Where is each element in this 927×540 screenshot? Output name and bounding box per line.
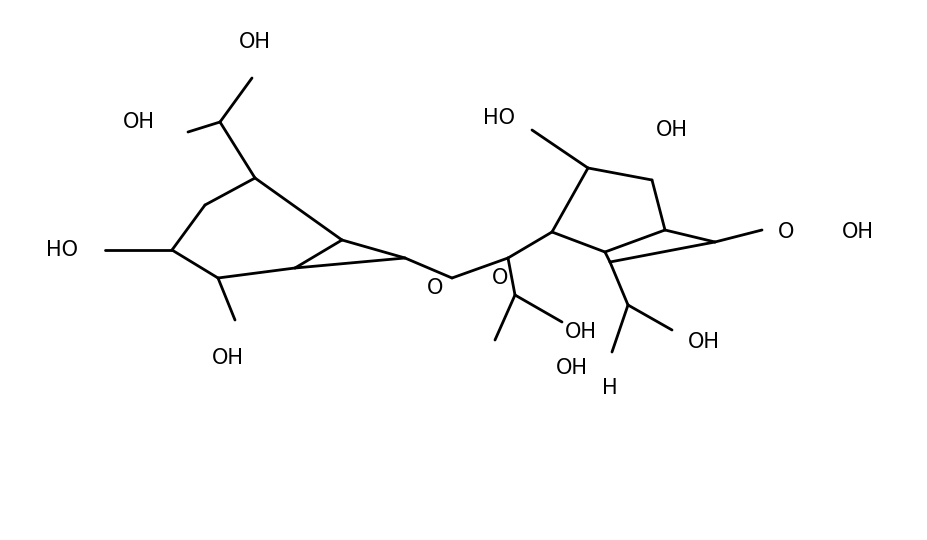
Text: OH: OH (555, 358, 588, 378)
Text: OH: OH (687, 332, 719, 352)
Text: OH: OH (841, 222, 873, 242)
Text: OH: OH (239, 32, 271, 52)
Text: OH: OH (565, 322, 596, 342)
Text: H: H (602, 378, 617, 398)
Text: OH: OH (655, 120, 687, 140)
Text: OH: OH (211, 348, 244, 368)
Text: O: O (426, 278, 443, 298)
Text: O: O (777, 222, 794, 242)
Text: OH: OH (123, 112, 155, 132)
Text: HO: HO (482, 108, 514, 128)
Text: HO: HO (46, 240, 78, 260)
Text: O: O (491, 268, 508, 288)
